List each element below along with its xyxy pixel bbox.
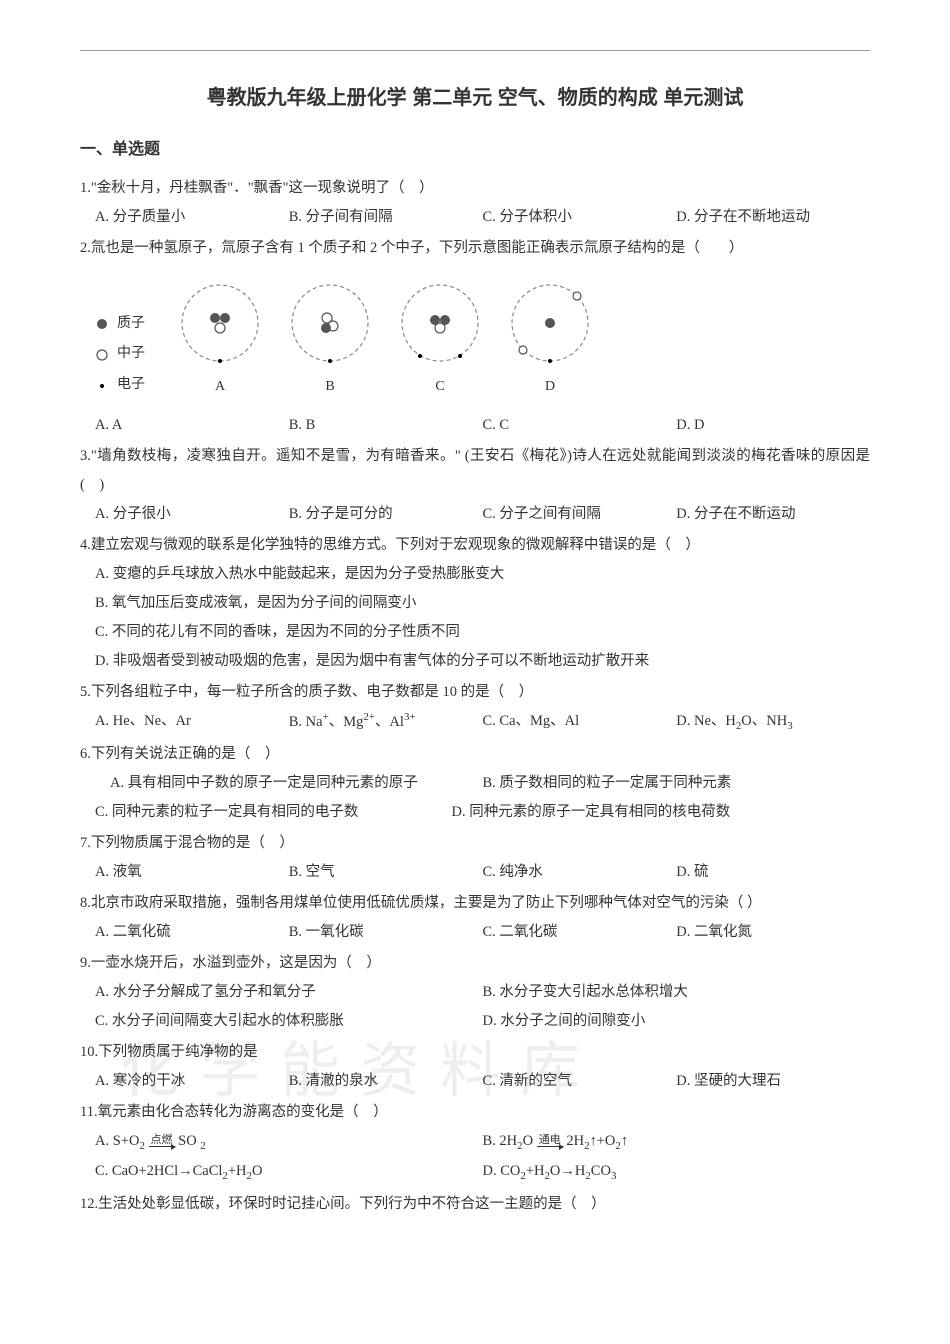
question-6: 6.下列有关说法正确的是（ ） A. 具有相同中子数的原子一定是同种元素的原子 …	[80, 740, 870, 827]
q7-opt-c: C. 纯净水	[483, 858, 677, 887]
diagram-a: A	[175, 278, 265, 401]
q3-opt-b: B. 分子是可分的	[289, 500, 483, 529]
q1-opt-b: B. 分子间有间隔	[289, 203, 483, 232]
question-2: 2.氚也是一种氢原子，氚原子含有 1 个质子和 2 个中子，下列示意图能正确表示…	[80, 234, 870, 440]
diagram-d: D	[505, 278, 595, 401]
legend-neutron: 中子	[95, 339, 145, 370]
q11-opt-d: D. CO2+H2O→H2CO3	[483, 1157, 871, 1188]
legend-neutron-label: 中子	[117, 339, 145, 370]
question-1: 1."金秋十月，丹桂飘香"．"飘香"这一现象说明了（ ） A. 分子质量小 B.…	[80, 174, 870, 232]
q10-opt-a: A. 寒冷的干冰	[95, 1067, 289, 1096]
q2-opt-a: A. A	[95, 411, 289, 440]
q2-stem: 2.氚也是一种氢原子，氚原子含有 1 个质子和 2 个中子，下列示意图能正确表示…	[80, 234, 870, 263]
q3-stem: 3."墙角数枝梅，凌寒独自开。遥知不是雪，为有暗香来。" (王安石《梅花》)诗人…	[80, 442, 870, 500]
q5-opt-d: D. Ne、H2O、NH3	[676, 707, 870, 738]
legend-proton-label: 质子	[117, 309, 145, 340]
q10-opt-b: B. 清澈的泉水	[289, 1067, 483, 1096]
q6-opt-d: D. 同种元素的原子一定具有相同的核电荷数	[452, 798, 871, 827]
q7-stem: 7.下列物质属于混合物的是（ ）	[80, 829, 870, 858]
diagram-b: B	[285, 278, 375, 401]
q11-stem: 11.氧元素由化合态转化为游离态的变化是（ ）	[80, 1098, 870, 1127]
diagram-a-label: A	[215, 379, 225, 394]
question-4: 4.建立宏观与微观的联系是化学独特的思维方式。下列对于宏观现象的微观解释中错误的…	[80, 531, 870, 676]
q3-opt-d: D. 分子在不断运动	[676, 500, 870, 529]
q5-opt-b: B. Na+、Mg2+、Al3+	[289, 707, 483, 738]
q8-opt-d: D. 二氧化氮	[676, 918, 870, 947]
q1-opt-c: C. 分子体积小	[483, 203, 677, 232]
q2-opt-b: B. B	[289, 411, 483, 440]
page-title: 粤教版九年级上册化学 第二单元 空气、物质的构成 单元测试	[80, 81, 870, 110]
q6-stem: 6.下列有关说法正确的是（ ）	[80, 740, 870, 769]
question-10: 10.下列物质属于纯净物的是 A. 寒冷的干冰 B. 清澈的泉水 C. 清新的空…	[80, 1038, 870, 1096]
legend-electron: 电子	[95, 370, 145, 401]
q7-opt-b: B. 空气	[289, 858, 483, 887]
q3-opt-c: C. 分子之间有间隔	[483, 500, 677, 529]
question-5: 5.下列各组粒子中，每一粒子所含的质子数、电子数都是 10 的是（ ） A. H…	[80, 678, 870, 738]
q2-opt-c: C. C	[483, 411, 677, 440]
diagram-c: C	[395, 278, 485, 401]
q8-stem: 8.北京市政府采取措施，强制各用煤单位使用低硫优质煤，主要是为了防止下列哪种气体…	[80, 889, 870, 918]
q9-opt-d: D. 水分子之间的间隙变小	[483, 1007, 871, 1036]
q10-opt-d: D. 坚硬的大理石	[676, 1067, 870, 1096]
q4-stem: 4.建立宏观与微观的联系是化学独特的思维方式。下列对于宏观现象的微观解释中错误的…	[80, 531, 870, 560]
q6-opt-b: B. 质子数相同的粒子一定属于同种元素	[483, 769, 871, 798]
section-1-header: 一、单选题	[80, 135, 870, 159]
q7-opt-d: D. 硫	[676, 858, 870, 887]
legend-proton: 质子	[95, 309, 145, 340]
q9-opt-b: B. 水分子变大引起水总体积增大	[483, 978, 871, 1007]
q11-opt-b: B. 2H2O 通电 2H2↑+O2↑	[483, 1127, 871, 1158]
q11-opt-a: A. S+O2 点燃 SO 2	[95, 1127, 483, 1158]
q8-opt-b: B. 一氧化碳	[289, 918, 483, 947]
q8-opt-c: C. 二氧化碳	[483, 918, 677, 947]
q10-opt-c: C. 清新的空气	[483, 1067, 677, 1096]
legend-electron-label: 电子	[117, 370, 145, 401]
question-7: 7.下列物质属于混合物的是（ ） A. 液氧 B. 空气 C. 纯净水 D. 硫	[80, 829, 870, 887]
diagram-d-label: D	[545, 379, 555, 394]
q1-opt-d: D. 分子在不断地运动	[676, 203, 870, 232]
q2-diagrams: 质子 中子 电子 A	[95, 278, 870, 401]
q8-opt-a: A. 二氧化硫	[95, 918, 289, 947]
q6-opt-c: C. 同种元素的粒子一定具有相同的电子数	[95, 798, 452, 827]
diagram-b-label: B	[325, 379, 334, 394]
q9-stem: 9.一壶水烧开后，水溢到壶外，这是因为（ ）	[80, 949, 870, 978]
q1-stem: 1."金秋十月，丹桂飘香"．"飘香"这一现象说明了（ ）	[80, 174, 870, 203]
q4-opt-b: B. 氧气加压后变成液氧，是因为分子间的间隔变小	[80, 589, 870, 618]
question-8: 8.北京市政府采取措施，强制各用煤单位使用低硫优质煤，主要是为了防止下列哪种气体…	[80, 889, 870, 947]
top-rule	[80, 50, 870, 51]
page-content: 粤教版九年级上册化学 第二单元 空气、物质的构成 单元测试 一、单选题 1."金…	[80, 50, 870, 1219]
q2-legend: 质子 中子 电子	[95, 309, 145, 401]
q4-opt-d: D. 非吸烟者受到被动吸烟的危害，是因为烟中有害气体的分子可以不断地运动扩散开来	[80, 647, 870, 676]
q10-stem: 10.下列物质属于纯净物的是	[80, 1038, 870, 1067]
q3-opt-a: A. 分子很小	[95, 500, 289, 529]
q9-opt-a: A. 水分子分解成了氢分子和氧分子	[95, 978, 483, 1007]
q7-opt-a: A. 液氧	[95, 858, 289, 887]
q4-opt-a: A. 变瘪的乒乓球放入热水中能鼓起来，是因为分子受热膨胀变大	[80, 560, 870, 589]
q5-stem: 5.下列各组粒子中，每一粒子所含的质子数、电子数都是 10 的是（ ）	[80, 678, 870, 707]
q4-opt-c: C. 不同的花儿有不同的香味，是因为不同的分子性质不同	[80, 618, 870, 647]
question-11: 11.氧元素由化合态转化为游离态的变化是（ ） A. S+O2 点燃 SO 2 …	[80, 1098, 870, 1188]
q11-opt-c: C. CaO+2HCl→CaCl2+H2O	[95, 1157, 483, 1188]
question-12: 12.生活处处彰显低碳，环保时时记挂心间。下列行为中不符合这一主题的是（ ）	[80, 1190, 870, 1219]
q1-opt-a: A. 分子质量小	[95, 203, 289, 232]
q9-opt-c: C. 水分子间间隔变大引起水的体积膨胀	[95, 1007, 483, 1036]
question-9: 9.一壶水烧开后，水溢到壶外，这是因为（ ） A. 水分子分解成了氢分子和氧分子…	[80, 949, 870, 1036]
q12-stem: 12.生活处处彰显低碳，环保时时记挂心间。下列行为中不符合这一主题的是（ ）	[80, 1190, 870, 1219]
q5-opt-c: C. Ca、Mg、Al	[483, 707, 677, 738]
q2-opt-d: D. D	[676, 411, 870, 440]
q6-opt-a: A. 具有相同中子数的原子一定是同种元素的原子	[95, 769, 483, 798]
question-3: 3."墙角数枝梅，凌寒独自开。遥知不是雪，为有暗香来。" (王安石《梅花》)诗人…	[80, 442, 870, 529]
q5-opt-a: A. He、Ne、Ar	[95, 707, 289, 738]
diagram-c-label: C	[435, 379, 444, 394]
